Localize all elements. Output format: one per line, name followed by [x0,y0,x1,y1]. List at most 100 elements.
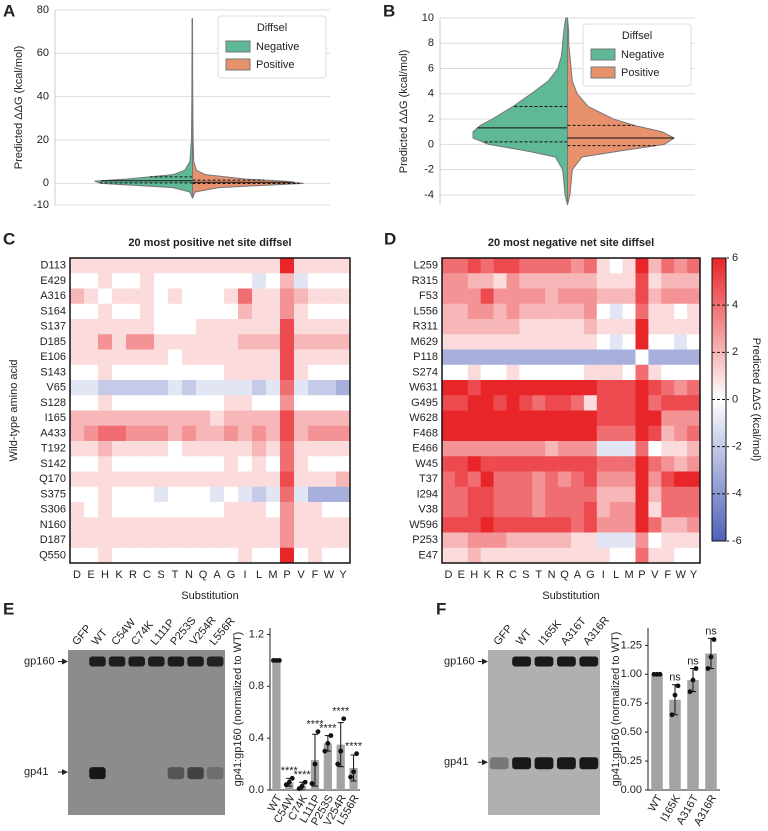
heatmap-cell [196,486,211,503]
y-tick-label: -10 [33,199,49,211]
heatmap-cell [308,349,323,366]
heatmap-cell [84,319,99,335]
heatmap-cell [493,334,507,350]
y-tick-label: -2 [424,164,434,176]
y-tick-label: W45 [415,458,438,470]
heatmap-cell [442,364,456,381]
significance-label: **** [281,765,299,777]
heatmap-cell [224,334,239,350]
heatmap-cell [98,334,113,350]
heatmap-cell [252,502,267,518]
heatmap-cell [210,486,225,503]
heatmap-cell [210,456,225,472]
heatmap-cell [519,471,533,488]
heatmap-cell [182,258,197,274]
heatmap-cell [545,334,559,350]
y-tick-label: V65 [46,382,66,394]
heatmap-cell [583,517,598,533]
heatmap-cell [294,334,309,350]
heatmap-cell [648,364,662,381]
heatmap-cell [674,380,688,396]
heatmap-cell [687,502,701,518]
heatmap-cell [168,303,183,320]
heatmap-cell [308,288,323,305]
y-tick-label: L259 [414,260,438,272]
heatmap-cell [98,517,113,533]
heatmap-cell [519,441,533,457]
heatmap-cell [661,547,675,564]
heatmap-cell [467,288,481,305]
y-tick-label: -4 [424,189,434,201]
heatmap-cell [140,303,155,320]
bar [705,653,717,790]
heatmap-cell [571,258,585,274]
heatmap-cell [687,410,701,427]
heatmap-cell [545,288,559,305]
heatmap-cell [154,441,169,457]
heatmap-cell [336,502,351,518]
y-tick-label: F468 [413,427,438,439]
heatmap-cell [182,273,197,289]
heatmap-cell [238,425,253,442]
heatmap-cell [126,502,141,518]
data-point [354,751,359,757]
heatmap-cell [596,532,610,549]
heatmap-cell [154,486,169,503]
colorbar-tick-label: 4 [732,299,738,311]
heatmap-cell [336,517,351,533]
heatmap-cell [571,410,585,427]
heatmap-cell [70,395,85,411]
heatmap-cell [126,258,141,274]
heatmap-cell [442,395,456,411]
heatmap-cell [182,486,197,503]
heatmap-cell [98,364,113,381]
heatmap-cell [84,364,99,381]
heatmap-cell [168,441,183,457]
heatmap-cell [467,349,481,366]
heatmap-cell [609,288,623,305]
heatmap-cell [224,349,239,366]
heatmap-cell [112,456,127,472]
heatmap-cell [112,349,127,366]
heatmap-cell [280,517,295,533]
heatmap-cell [622,303,636,320]
heatmap-cell [294,349,309,366]
heatmap-cell [266,502,281,518]
heatmap-cell [266,441,281,457]
heatmap-cell [635,303,649,320]
heatmap-cell [70,380,85,396]
heatmap-cell [182,502,197,518]
heatmap-cell [519,364,533,381]
heatmap-cell [648,273,662,289]
heatmap-cell [252,547,267,564]
heatmap-cell [635,486,649,503]
heatmap-cell [154,273,169,289]
heatmap-cell [480,334,494,350]
heatmap-cell [70,441,85,457]
heatmap-cell [467,425,481,442]
heatmap-cell [442,486,456,503]
data-point [348,774,353,780]
heatmap-cell [196,441,211,457]
heatmap-cell [687,319,701,335]
x-tick-label: M [268,569,277,581]
heatmap-cell [454,334,469,350]
heatmap-cell [635,532,649,549]
heatmap-cell [558,471,572,488]
heatmap-cell [648,441,662,457]
heatmap-cell [294,288,309,305]
heatmap-cell [210,410,225,427]
heatmap-cell [196,502,211,518]
significance-label: ns [669,672,681,684]
heatmap-cell [168,349,183,366]
heatmap-cell [480,273,494,289]
heatmap-cell [532,364,546,381]
y-tick-label: 8 [428,37,434,49]
heatmap-cell [545,364,559,381]
heatmap-cell [238,517,253,533]
x-tick-label: K [115,569,123,581]
heatmap-cell [454,410,469,427]
x-tick-label: Y [339,569,347,581]
heatmap-cell [635,364,649,381]
heatmap-cell [70,303,85,320]
